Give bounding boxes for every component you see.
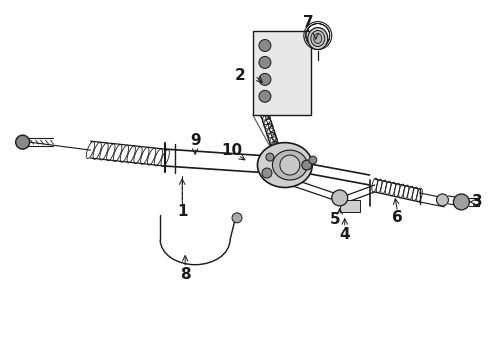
- Circle shape: [259, 40, 271, 51]
- Circle shape: [437, 194, 448, 206]
- Circle shape: [302, 160, 312, 170]
- Text: 10: 10: [221, 143, 243, 158]
- Ellipse shape: [311, 31, 325, 46]
- Ellipse shape: [257, 143, 312, 188]
- Text: 2: 2: [235, 68, 245, 83]
- Circle shape: [266, 153, 274, 161]
- Bar: [253, 31, 311, 115]
- Circle shape: [332, 190, 348, 206]
- Ellipse shape: [272, 150, 307, 180]
- Text: 6: 6: [392, 210, 403, 225]
- Circle shape: [309, 156, 317, 164]
- Circle shape: [259, 73, 271, 85]
- Text: 1: 1: [177, 204, 188, 219]
- Circle shape: [259, 90, 271, 102]
- Text: 9: 9: [190, 132, 200, 148]
- Text: 8: 8: [180, 267, 191, 282]
- Ellipse shape: [308, 28, 328, 50]
- Circle shape: [16, 135, 29, 149]
- Ellipse shape: [314, 33, 322, 44]
- Circle shape: [232, 213, 242, 223]
- Text: 5: 5: [329, 212, 340, 228]
- Text: 4: 4: [340, 227, 350, 242]
- Circle shape: [259, 57, 271, 68]
- Circle shape: [262, 168, 272, 178]
- Ellipse shape: [280, 155, 300, 175]
- Text: 7: 7: [302, 15, 313, 30]
- Bar: [340, 200, 360, 212]
- Text: 3: 3: [472, 194, 483, 210]
- Circle shape: [453, 194, 469, 210]
